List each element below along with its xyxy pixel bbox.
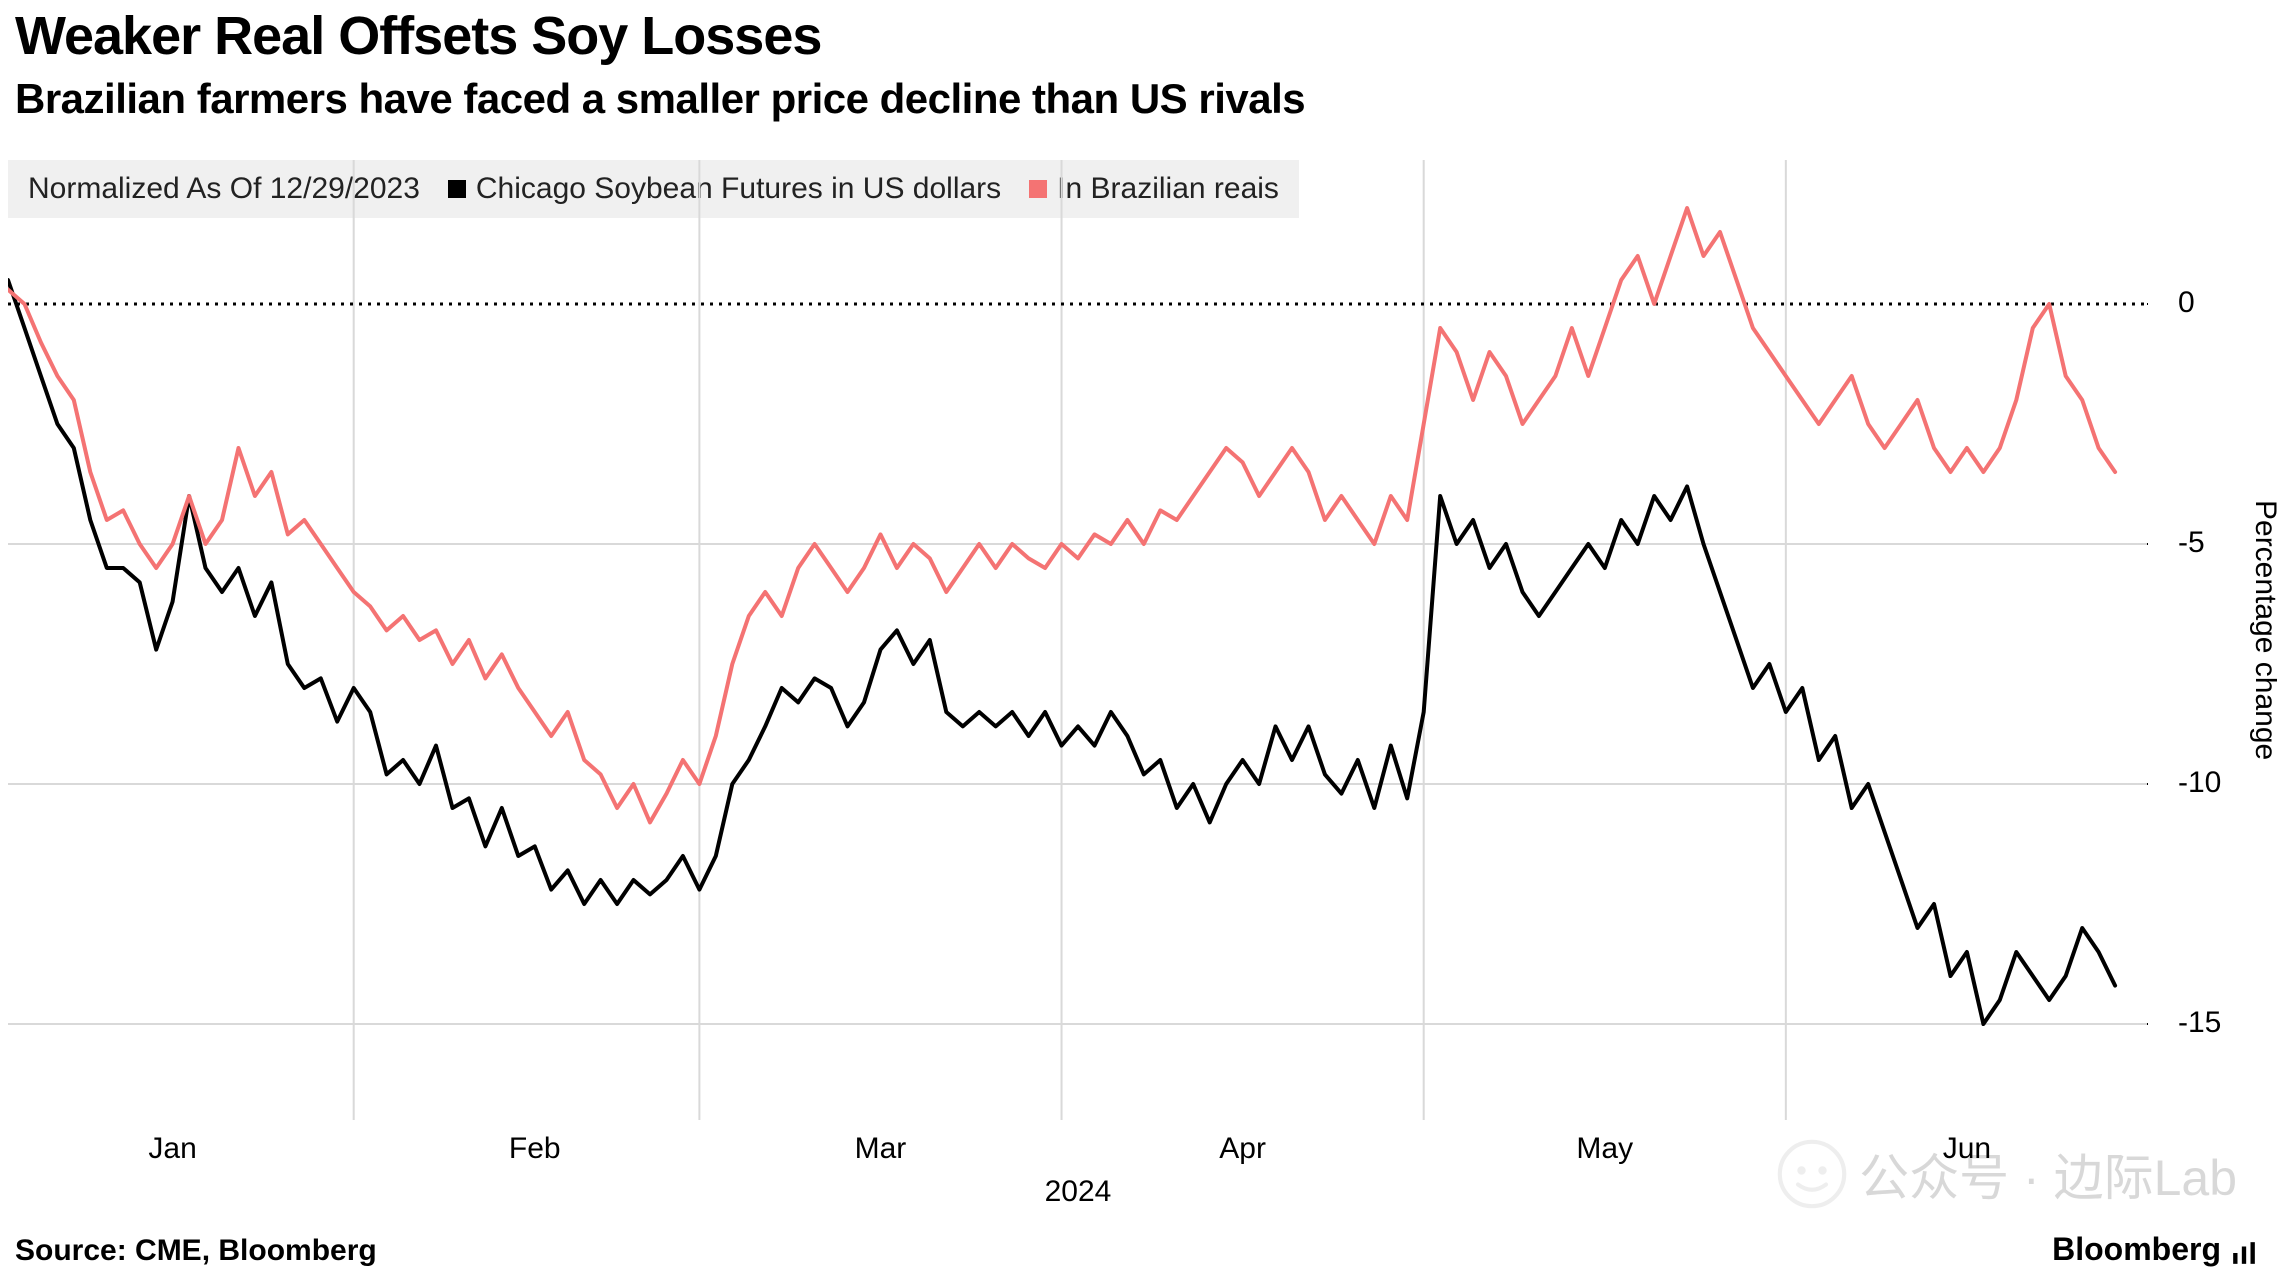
y-tick-label: 0 [2178,286,2195,320]
brand-label: Bloomberg [2052,1231,2257,1268]
y-tick-label: -15 [2178,1006,2221,1040]
x-tick-label: Mar [855,1132,907,1166]
chart-plot-area [8,160,2148,1120]
x-tick-label: May [1576,1132,1633,1166]
chart-subtitle: Brazilian farmers have faced a smaller p… [15,75,1305,123]
chart-figure: Weaker Real Offsets Soy Losses Brazilian… [0,0,2277,1280]
y-axis-title: Percentage change [2248,500,2277,760]
brand-text: Bloomberg [2052,1231,2221,1268]
chart-title: Weaker Real Offsets Soy Losses [15,5,821,67]
source-attribution: Source: CME, Bloomberg [15,1234,377,1268]
x-tick-label: Jan [148,1132,196,1166]
watermark-icon [1777,1139,1847,1209]
watermark-text: 公众号 · 边际Lab [1859,1138,2237,1210]
x-tick-label: Apr [1219,1132,1266,1166]
x-axis-year: 2024 [1045,1175,1112,1209]
x-tick-label: Feb [509,1132,561,1166]
y-tick-label: -10 [2178,766,2221,800]
brand-icon [2231,1237,2257,1263]
y-tick-label: -5 [2178,526,2205,560]
watermark: 公众号 · 边际Lab [1777,1138,2237,1210]
